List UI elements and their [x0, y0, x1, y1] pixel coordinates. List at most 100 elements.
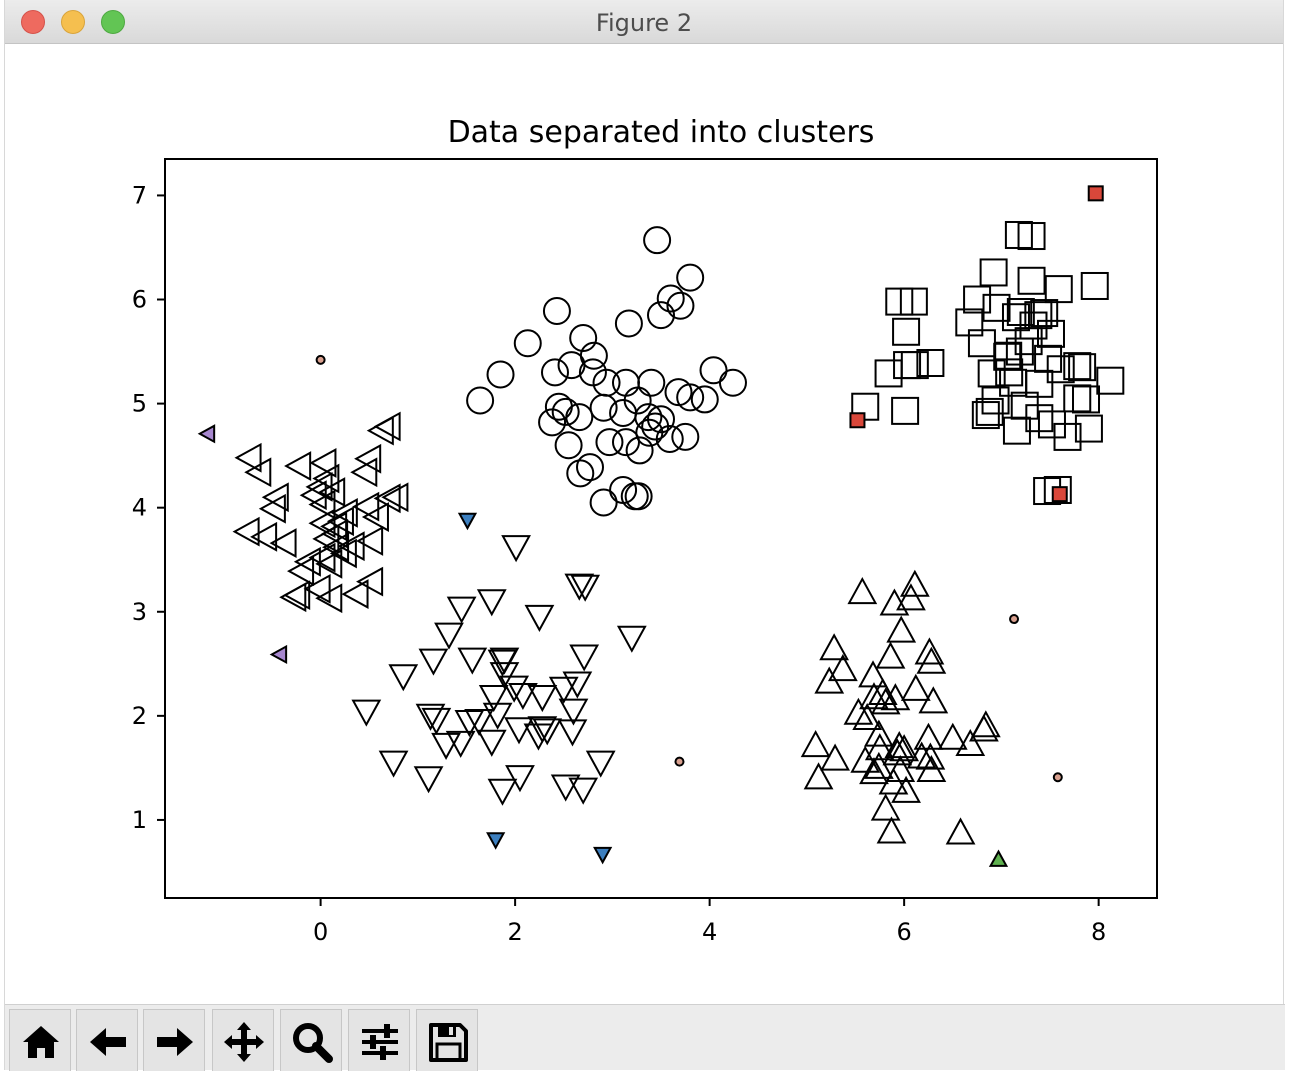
triangle-left-point — [329, 538, 357, 569]
back-arrow-icon — [90, 1028, 126, 1056]
triangle-down-point — [499, 675, 530, 703]
triangle-down-point — [504, 717, 534, 745]
triangle-up-point — [803, 762, 834, 790]
triangle-up-point — [859, 757, 889, 785]
pan-button[interactable] — [212, 1009, 274, 1071]
triangle-left-point — [308, 489, 336, 520]
triangle-left-point — [318, 477, 346, 507]
triangle-down-point — [532, 718, 563, 746]
circle-point — [634, 403, 663, 432]
outlier-triangle-left-point — [269, 644, 288, 665]
triangle-up-point — [896, 583, 926, 611]
triangle-left-point — [330, 497, 358, 528]
triangle-down-point — [570, 574, 601, 602]
square-point — [971, 401, 1000, 430]
save-icon — [429, 1023, 468, 1062]
triangle-left-point — [309, 448, 337, 478]
circle-point — [611, 368, 640, 397]
triangle-up-point — [847, 576, 878, 605]
square-point — [900, 351, 929, 380]
minimize-window-button[interactable] — [61, 10, 85, 34]
triangle-down-point — [482, 702, 513, 730]
triangle-left-point — [261, 482, 289, 513]
triangle-up-point — [955, 728, 986, 757]
outlier-dot-point — [1009, 614, 1020, 625]
x-tick-label: 8 — [1091, 918, 1106, 946]
triangle-up-point — [870, 793, 901, 821]
circle-point — [557, 351, 586, 380]
triangle-down-point — [508, 682, 538, 711]
subplots-config-icon — [362, 1024, 398, 1060]
triangle-down-point — [351, 699, 382, 727]
square-point — [979, 258, 1008, 287]
y-tick-label: 6 — [132, 286, 147, 314]
x-tick-label: 2 — [507, 918, 522, 946]
square-point — [1025, 369, 1054, 398]
triangle-left-point — [354, 443, 382, 474]
triangle-down-point — [378, 750, 409, 778]
triangle-down-point — [523, 723, 554, 751]
circle-point — [513, 329, 542, 358]
square-point — [1096, 366, 1125, 395]
triangle-down-point — [501, 535, 531, 563]
triangle-left-point — [315, 548, 343, 579]
triangle-left-point — [361, 502, 389, 532]
square-point — [1014, 327, 1043, 356]
triangle-down-point — [505, 765, 535, 793]
circle-point — [589, 488, 618, 517]
circle-point — [565, 403, 594, 432]
triangle-down-point — [464, 708, 495, 737]
back-button[interactable] — [76, 1009, 138, 1071]
window-title: Figure 2 — [595, 9, 693, 37]
square-point — [891, 396, 920, 425]
circle-point — [637, 368, 666, 397]
close-window-button[interactable] — [21, 10, 45, 34]
triangle-up-point — [875, 641, 906, 669]
pan-icon — [224, 1022, 264, 1062]
triangle-up-point — [879, 588, 910, 616]
triangle-left-point — [244, 457, 272, 488]
triangle-up-point — [918, 686, 949, 714]
triangle-up-point — [916, 646, 947, 674]
outlier-triangle-down-point — [486, 832, 506, 850]
zoom-icon — [293, 1023, 333, 1063]
home-icon — [23, 1026, 59, 1058]
triangle-down-point — [388, 664, 419, 692]
square-point — [995, 358, 1024, 387]
triangle-down-point — [431, 732, 461, 760]
forward-button[interactable] — [143, 1009, 205, 1071]
square-point — [1036, 319, 1065, 348]
circle-point — [664, 378, 693, 407]
circle-point — [595, 428, 624, 457]
square-point — [982, 293, 1011, 322]
triangle-up-point — [915, 742, 946, 770]
triangle-up-point — [800, 730, 831, 758]
configure-subplots-button[interactable] — [348, 1009, 410, 1071]
triangle-down-point — [434, 622, 464, 650]
triangle-left-point — [381, 482, 409, 513]
square-point — [981, 386, 1010, 415]
circle-point — [676, 383, 705, 412]
zoom-button[interactable] — [280, 1009, 342, 1071]
circle-point — [611, 428, 640, 457]
triangle-left-point — [337, 531, 365, 562]
circle-point — [540, 358, 569, 387]
triangle-left-point — [315, 583, 343, 614]
circle-point — [699, 356, 728, 385]
triangle-up-point — [970, 710, 1001, 738]
triangle-up-point — [880, 683, 911, 711]
triangle-up-point — [859, 682, 889, 710]
square-point — [1080, 271, 1109, 300]
save-button[interactable] — [416, 1009, 478, 1071]
triangle-up-point — [870, 687, 901, 715]
triangle-down-point — [476, 589, 507, 617]
circle-point — [620, 482, 649, 511]
triangle-down-point — [418, 648, 449, 676]
maximize-window-button[interactable] — [101, 10, 125, 34]
triangle-left-point — [303, 573, 331, 604]
triangle-up-point — [827, 654, 858, 682]
home-button[interactable] — [9, 1009, 71, 1071]
circle-point — [566, 459, 595, 488]
triangle-left-point — [352, 491, 380, 522]
triangle-left-point — [279, 582, 307, 613]
